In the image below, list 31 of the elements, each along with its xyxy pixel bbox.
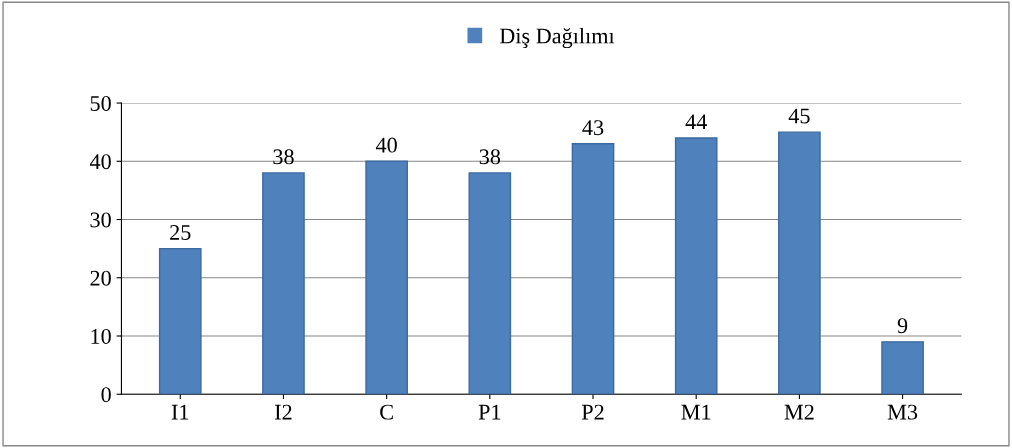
bar (158, 247, 202, 395)
y-tick-label: 40 (89, 154, 111, 170)
x-tick-label: P2 (581, 404, 604, 420)
bar (468, 172, 512, 395)
y-tick-label: 30 (90, 212, 111, 228)
data-label: 9 (897, 318, 908, 334)
bar (881, 341, 924, 395)
data-label: 38 (273, 149, 294, 165)
x-tick-label: M1 (681, 404, 711, 420)
data-label: 25 (170, 225, 191, 240)
x-tick-label: C (380, 404, 393, 420)
bar (262, 172, 305, 395)
y-tick-label: 10 (91, 328, 111, 344)
x-tick-label: M3 (887, 404, 918, 420)
bar (571, 143, 615, 395)
bar (365, 160, 408, 395)
bar (778, 131, 821, 395)
x-tick-label: M2 (784, 404, 814, 420)
y-tick-label: 50 (90, 95, 111, 111)
data-label: 45 (788, 108, 810, 124)
data-label: 38 (479, 149, 501, 165)
y-tick-label: 0 (101, 387, 111, 403)
data-label: 44 (685, 114, 707, 130)
x-tick-label: I2 (274, 404, 292, 420)
legend-label: Diş Dağılımı (499, 27, 615, 49)
bar (674, 137, 718, 395)
data-label: 40 (375, 137, 397, 153)
data-label: 43 (582, 120, 604, 136)
y-tick-label: 20 (90, 270, 111, 286)
x-tick-label: P1 (478, 404, 501, 420)
x-tick-label: I1 (171, 404, 189, 420)
